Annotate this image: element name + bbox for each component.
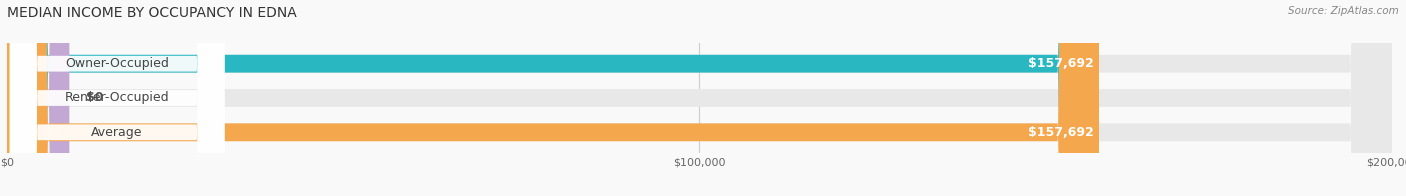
FancyBboxPatch shape [7, 0, 1392, 196]
Text: $0: $0 [86, 92, 104, 104]
Text: Owner-Occupied: Owner-Occupied [65, 57, 169, 70]
FancyBboxPatch shape [7, 0, 1392, 196]
Text: Source: ZipAtlas.com: Source: ZipAtlas.com [1288, 6, 1399, 16]
FancyBboxPatch shape [10, 0, 225, 196]
Text: $157,692: $157,692 [1028, 57, 1094, 70]
Text: $157,692: $157,692 [1028, 126, 1094, 139]
FancyBboxPatch shape [10, 0, 225, 196]
FancyBboxPatch shape [7, 0, 1099, 196]
FancyBboxPatch shape [10, 0, 225, 196]
Text: Renter-Occupied: Renter-Occupied [65, 92, 170, 104]
FancyBboxPatch shape [7, 0, 69, 196]
FancyBboxPatch shape [7, 0, 1099, 196]
FancyBboxPatch shape [7, 0, 1392, 196]
Text: MEDIAN INCOME BY OCCUPANCY IN EDNA: MEDIAN INCOME BY OCCUPANCY IN EDNA [7, 6, 297, 20]
Text: Average: Average [91, 126, 143, 139]
